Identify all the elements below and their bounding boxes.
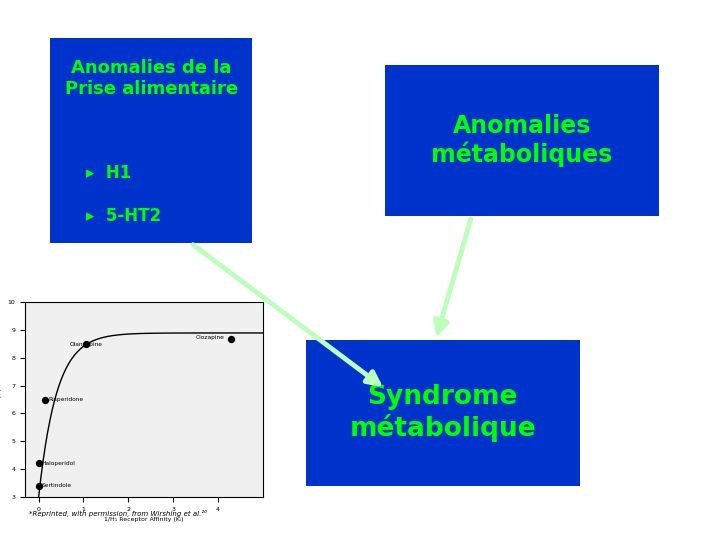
Text: ▸  5-HT2: ▸ 5-HT2: [86, 207, 161, 225]
Text: *Reprinted, with permission, from Wirshing et al.²⁰: *Reprinted, with permission, from Wirshi…: [29, 510, 207, 517]
Point: [33, 459, 45, 468]
FancyBboxPatch shape: [306, 340, 580, 486]
Point: [225, 334, 237, 343]
Text: Olanzapine: Olanzapine: [70, 342, 103, 347]
Text: Sertindole: Sertindole: [42, 483, 72, 488]
FancyBboxPatch shape: [50, 38, 252, 243]
Y-axis label: Adjusted Maximum Weight
Gain (%): Adjusted Maximum Weight Gain (%): [0, 362, 2, 437]
Text: Anomalies de la
Prise alimentaire: Anomalies de la Prise alimentaire: [65, 59, 238, 98]
Text: Risperidone: Risperidone: [48, 397, 84, 402]
FancyBboxPatch shape: [385, 65, 659, 216]
Text: Haloperidol: Haloperidol: [42, 461, 76, 466]
Text: Anomalies
métaboliques: Anomalies métaboliques: [431, 113, 613, 167]
Text: ▸  H1: ▸ H1: [86, 164, 132, 182]
Point: [80, 340, 91, 348]
Point: [33, 481, 45, 490]
Point: [40, 395, 51, 404]
X-axis label: 1/H₁ Receptor Affinity (Kᵢ): 1/H₁ Receptor Affinity (Kᵢ): [104, 517, 184, 522]
Text: Clozapine: Clozapine: [196, 335, 225, 340]
Text: Syndrome
métabolique: Syndrome métabolique: [349, 384, 536, 442]
